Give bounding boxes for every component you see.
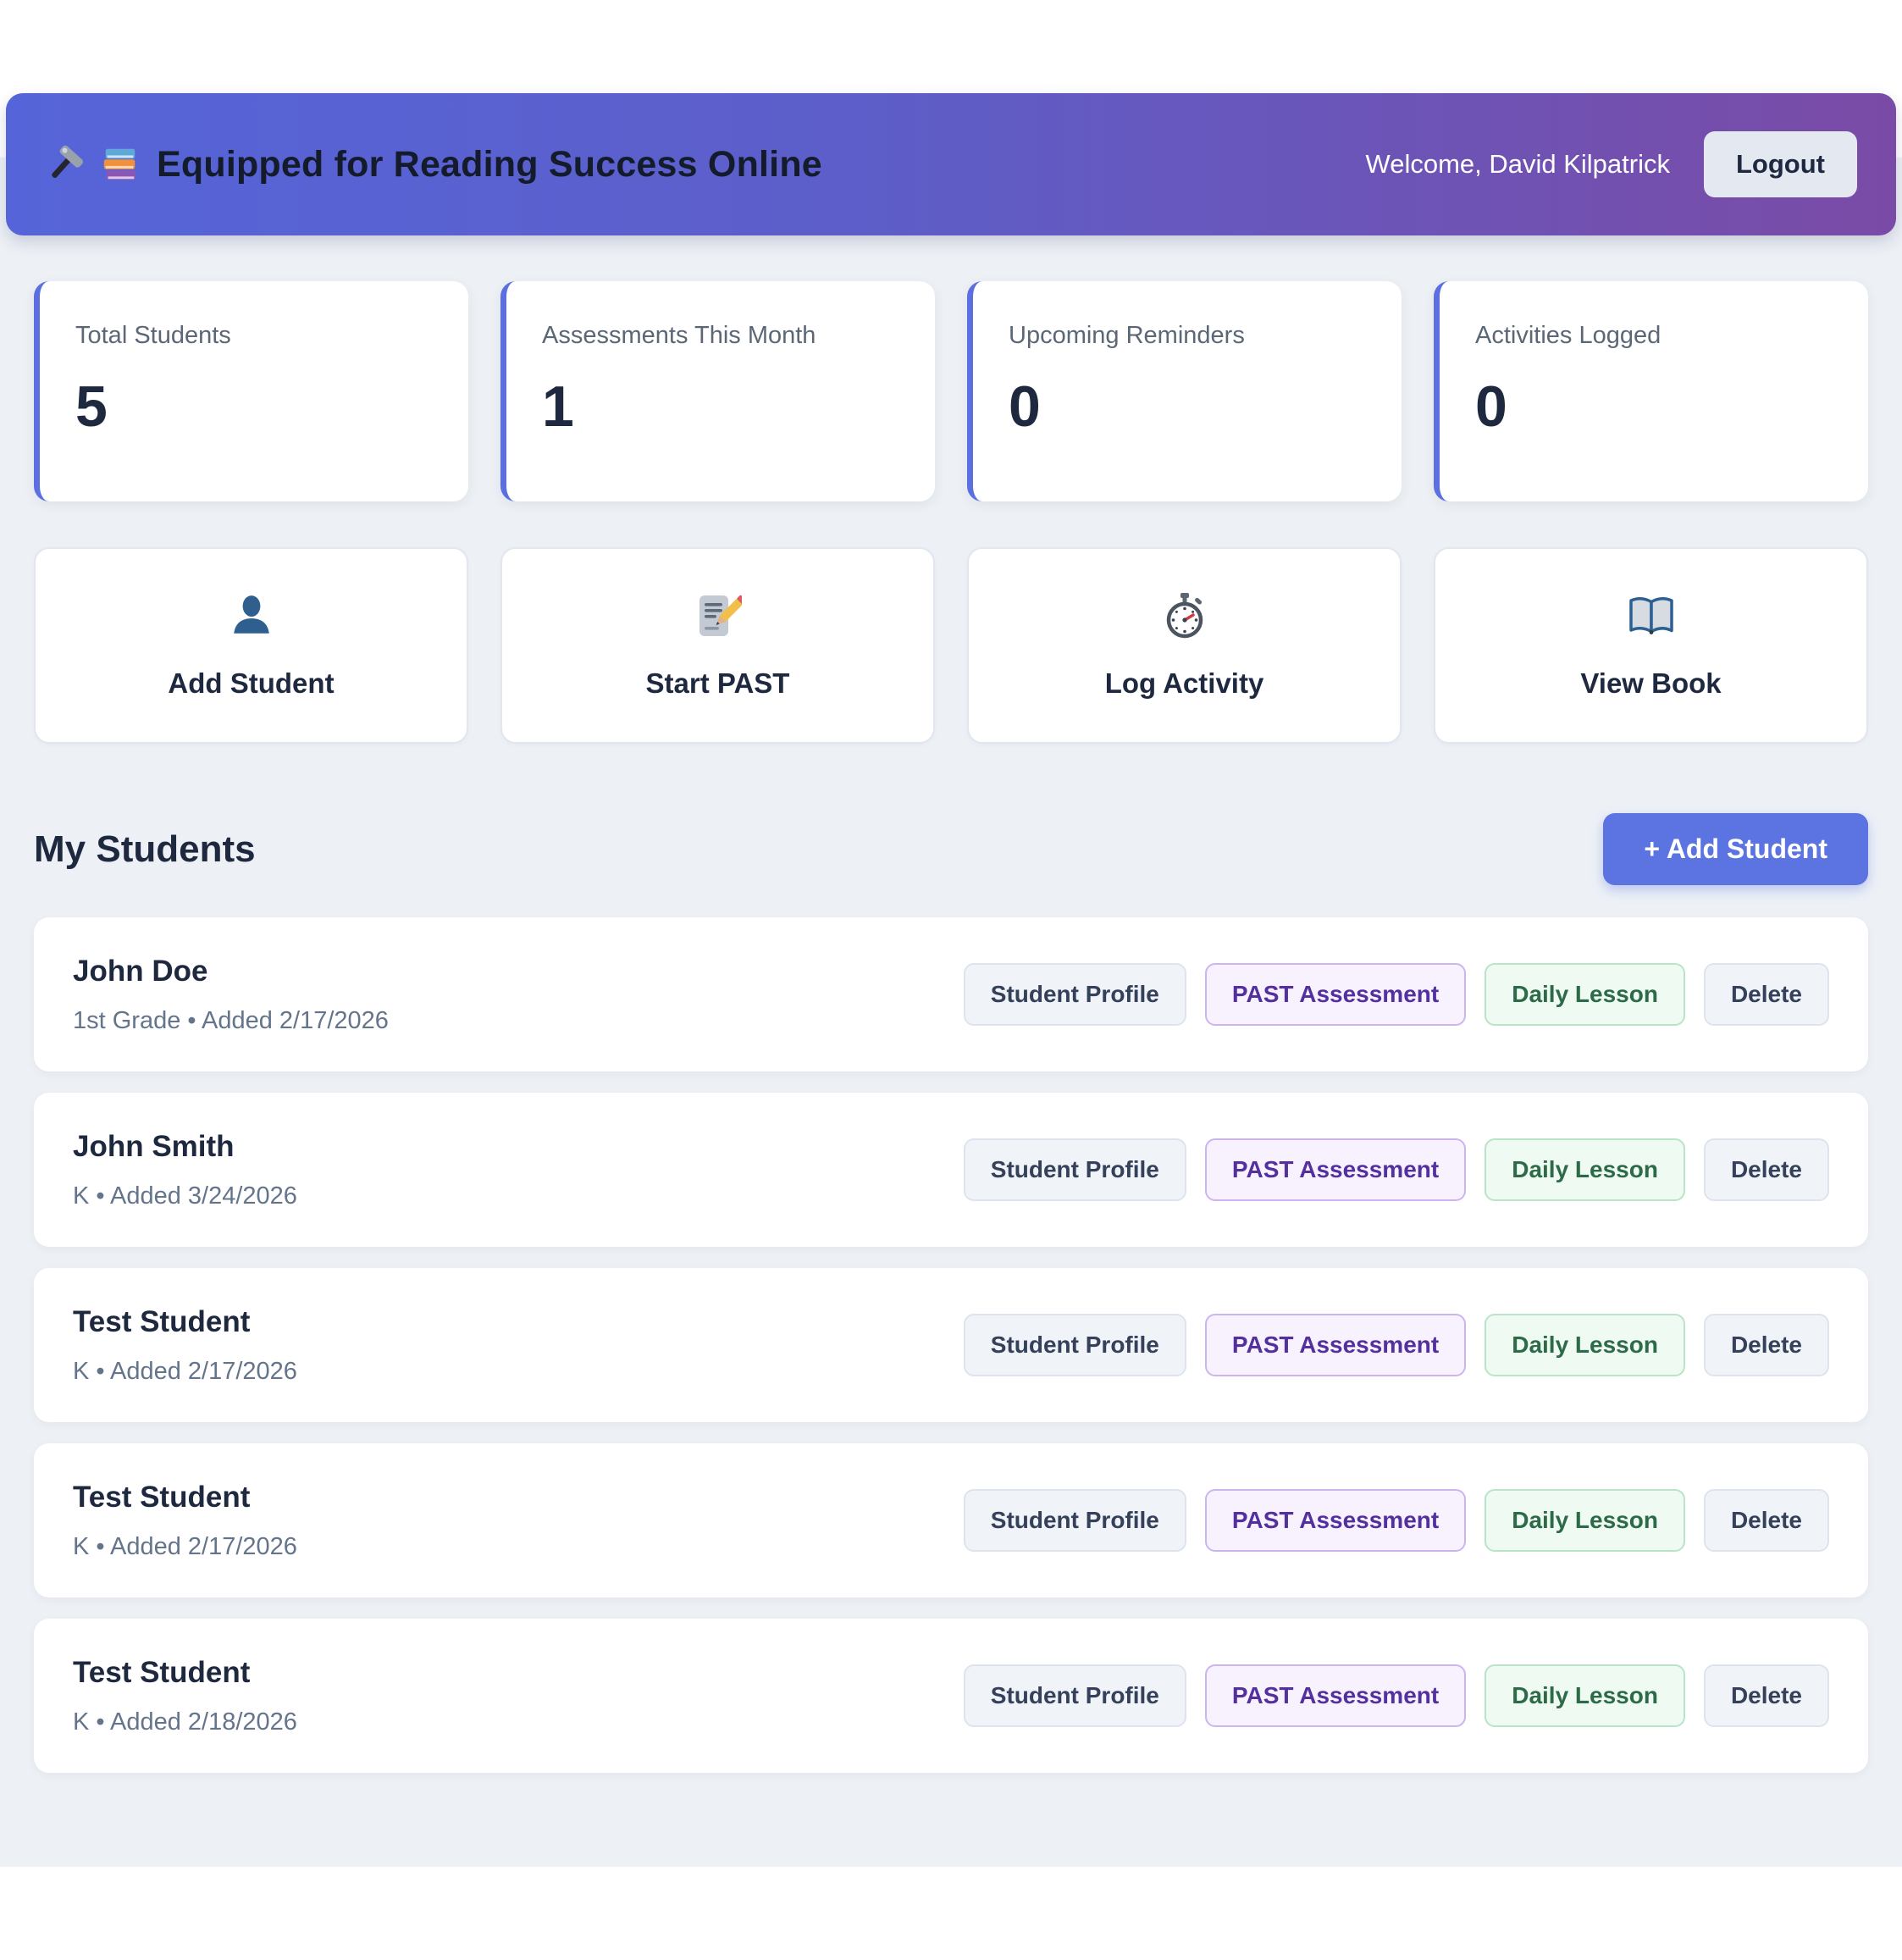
- stat-card-assessments-this-month: Assessments This Month 1: [500, 281, 935, 501]
- daily-lesson-button[interactable]: Daily Lesson: [1485, 1489, 1685, 1552]
- stat-card-upcoming-reminders: Upcoming Reminders 0: [967, 281, 1402, 501]
- quick-action-label: View Book: [1580, 667, 1722, 699]
- past-assessment-button[interactable]: PAST Assessment: [1204, 1314, 1467, 1376]
- student-row-actions: Student Profile PAST Assessment Daily Le…: [963, 1664, 1829, 1727]
- daily-lesson-button[interactable]: Daily Lesson: [1485, 1664, 1685, 1727]
- stopwatch-icon: [1163, 591, 1207, 640]
- delete-button[interactable]: Delete: [1703, 963, 1829, 1026]
- past-assessment-button[interactable]: PAST Assessment: [1204, 1138, 1467, 1201]
- delete-button[interactable]: Delete: [1703, 1314, 1829, 1376]
- student-row-actions: Student Profile PAST Assessment Daily Le…: [963, 1314, 1829, 1376]
- stat-card-activities-logged: Activities Logged 0: [1434, 281, 1868, 501]
- student-info: Test Student K • Added 2/17/2026: [73, 1481, 297, 1561]
- stat-label: Total Students: [75, 322, 231, 349]
- daily-lesson-button[interactable]: Daily Lesson: [1485, 1138, 1685, 1201]
- stat-value: 1: [542, 374, 574, 439]
- my-students-heading: My Students: [34, 828, 256, 870]
- daily-lesson-button[interactable]: Daily Lesson: [1485, 1314, 1685, 1376]
- student-profile-button[interactable]: Student Profile: [963, 963, 1186, 1026]
- stat-value: 5: [75, 374, 108, 439]
- student-meta: K • Added 3/24/2026: [73, 1182, 297, 1210]
- student-info: John Smith K • Added 3/24/2026: [73, 1130, 297, 1210]
- quick-action-label: Start PAST: [645, 667, 790, 699]
- student-name: Test Student: [73, 1480, 251, 1514]
- delete-button[interactable]: Delete: [1703, 1489, 1829, 1552]
- student-row: Test Student K • Added 2/17/2026 Student…: [34, 1443, 1868, 1597]
- student-row-actions: Student Profile PAST Assessment Daily Le…: [963, 1489, 1829, 1552]
- stat-label: Activities Logged: [1475, 322, 1661, 349]
- student-meta: K • Added 2/17/2026: [73, 1357, 297, 1385]
- student-name: Test Student: [73, 1655, 251, 1689]
- student-profile-button[interactable]: Student Profile: [963, 1138, 1186, 1201]
- student-name: Test Student: [73, 1304, 251, 1338]
- quick-action-add-student[interactable]: Add Student: [34, 547, 468, 744]
- past-assessment-button[interactable]: PAST Assessment: [1204, 963, 1467, 1026]
- student-name: John Doe: [73, 954, 208, 988]
- quick-action-view-book[interactable]: View Book: [1434, 547, 1868, 744]
- student-row-actions: Student Profile PAST Assessment Daily Le…: [963, 1138, 1829, 1201]
- welcome-text: Welcome, David Kilpatrick: [1365, 149, 1670, 179]
- app-title: Equipped for Reading Success Online: [157, 143, 822, 185]
- student-profile-button[interactable]: Student Profile: [963, 1314, 1186, 1376]
- student-profile-button[interactable]: Student Profile: [963, 1489, 1186, 1552]
- stat-label: Upcoming Reminders: [1009, 322, 1245, 349]
- memo-pencil-icon: [694, 591, 742, 640]
- app-title-group: Equipped for Reading Success Online: [45, 144, 822, 185]
- student-info: Test Student K • Added 2/18/2026: [73, 1656, 297, 1736]
- quick-action-log-activity[interactable]: Log Activity: [967, 547, 1402, 744]
- stat-value: 0: [1009, 374, 1041, 439]
- student-row: John Doe 1st Grade • Added 2/17/2026 Stu…: [34, 917, 1868, 1071]
- delete-button[interactable]: Delete: [1703, 1664, 1829, 1727]
- stats-row: Total Students 5 Assessments This Month …: [34, 281, 1868, 501]
- add-student-button[interactable]: + Add Student: [1603, 813, 1868, 885]
- my-students-header: My Students + Add Student: [34, 813, 1868, 885]
- student-info: John Doe 1st Grade • Added 2/17/2026: [73, 955, 389, 1035]
- delete-button[interactable]: Delete: [1703, 1138, 1829, 1201]
- stat-card-total-students: Total Students 5: [34, 281, 468, 501]
- header-right: Welcome, David Kilpatrick Logout: [1365, 131, 1857, 197]
- open-book-icon: [1627, 591, 1676, 640]
- daily-lesson-button[interactable]: Daily Lesson: [1485, 963, 1685, 1026]
- student-row: Test Student K • Added 2/18/2026 Student…: [34, 1619, 1868, 1773]
- hammer-icon: [45, 145, 84, 184]
- student-meta: 1st Grade • Added 2/17/2026: [73, 1006, 389, 1034]
- quick-action-start-past[interactable]: Start PAST: [500, 547, 935, 744]
- past-assessment-button[interactable]: PAST Assessment: [1204, 1489, 1467, 1552]
- stat-label: Assessments This Month: [542, 322, 816, 349]
- quick-actions-row: Add Student Start PAST: [34, 547, 1868, 744]
- student-profile-button[interactable]: Student Profile: [963, 1664, 1186, 1727]
- student-meta: K • Added 2/17/2026: [73, 1532, 297, 1560]
- quick-action-label: Add Student: [168, 667, 335, 699]
- student-info: Test Student K • Added 2/17/2026: [73, 1305, 297, 1386]
- student-meta: K • Added 2/18/2026: [73, 1708, 297, 1736]
- logout-button[interactable]: Logout: [1703, 131, 1857, 197]
- person-icon: [229, 591, 274, 640]
- student-row: John Smith K • Added 3/24/2026 Student P…: [34, 1093, 1868, 1247]
- stat-value: 0: [1475, 374, 1507, 439]
- app-header: Equipped for Reading Success Online Welc…: [6, 93, 1896, 235]
- quick-action-label: Log Activity: [1104, 667, 1264, 699]
- books-icon: [101, 145, 140, 184]
- student-row: Test Student K • Added 2/17/2026 Student…: [34, 1268, 1868, 1422]
- student-name: John Smith: [73, 1129, 235, 1163]
- student-row-actions: Student Profile PAST Assessment Daily Le…: [963, 963, 1829, 1026]
- past-assessment-button[interactable]: PAST Assessment: [1204, 1664, 1467, 1727]
